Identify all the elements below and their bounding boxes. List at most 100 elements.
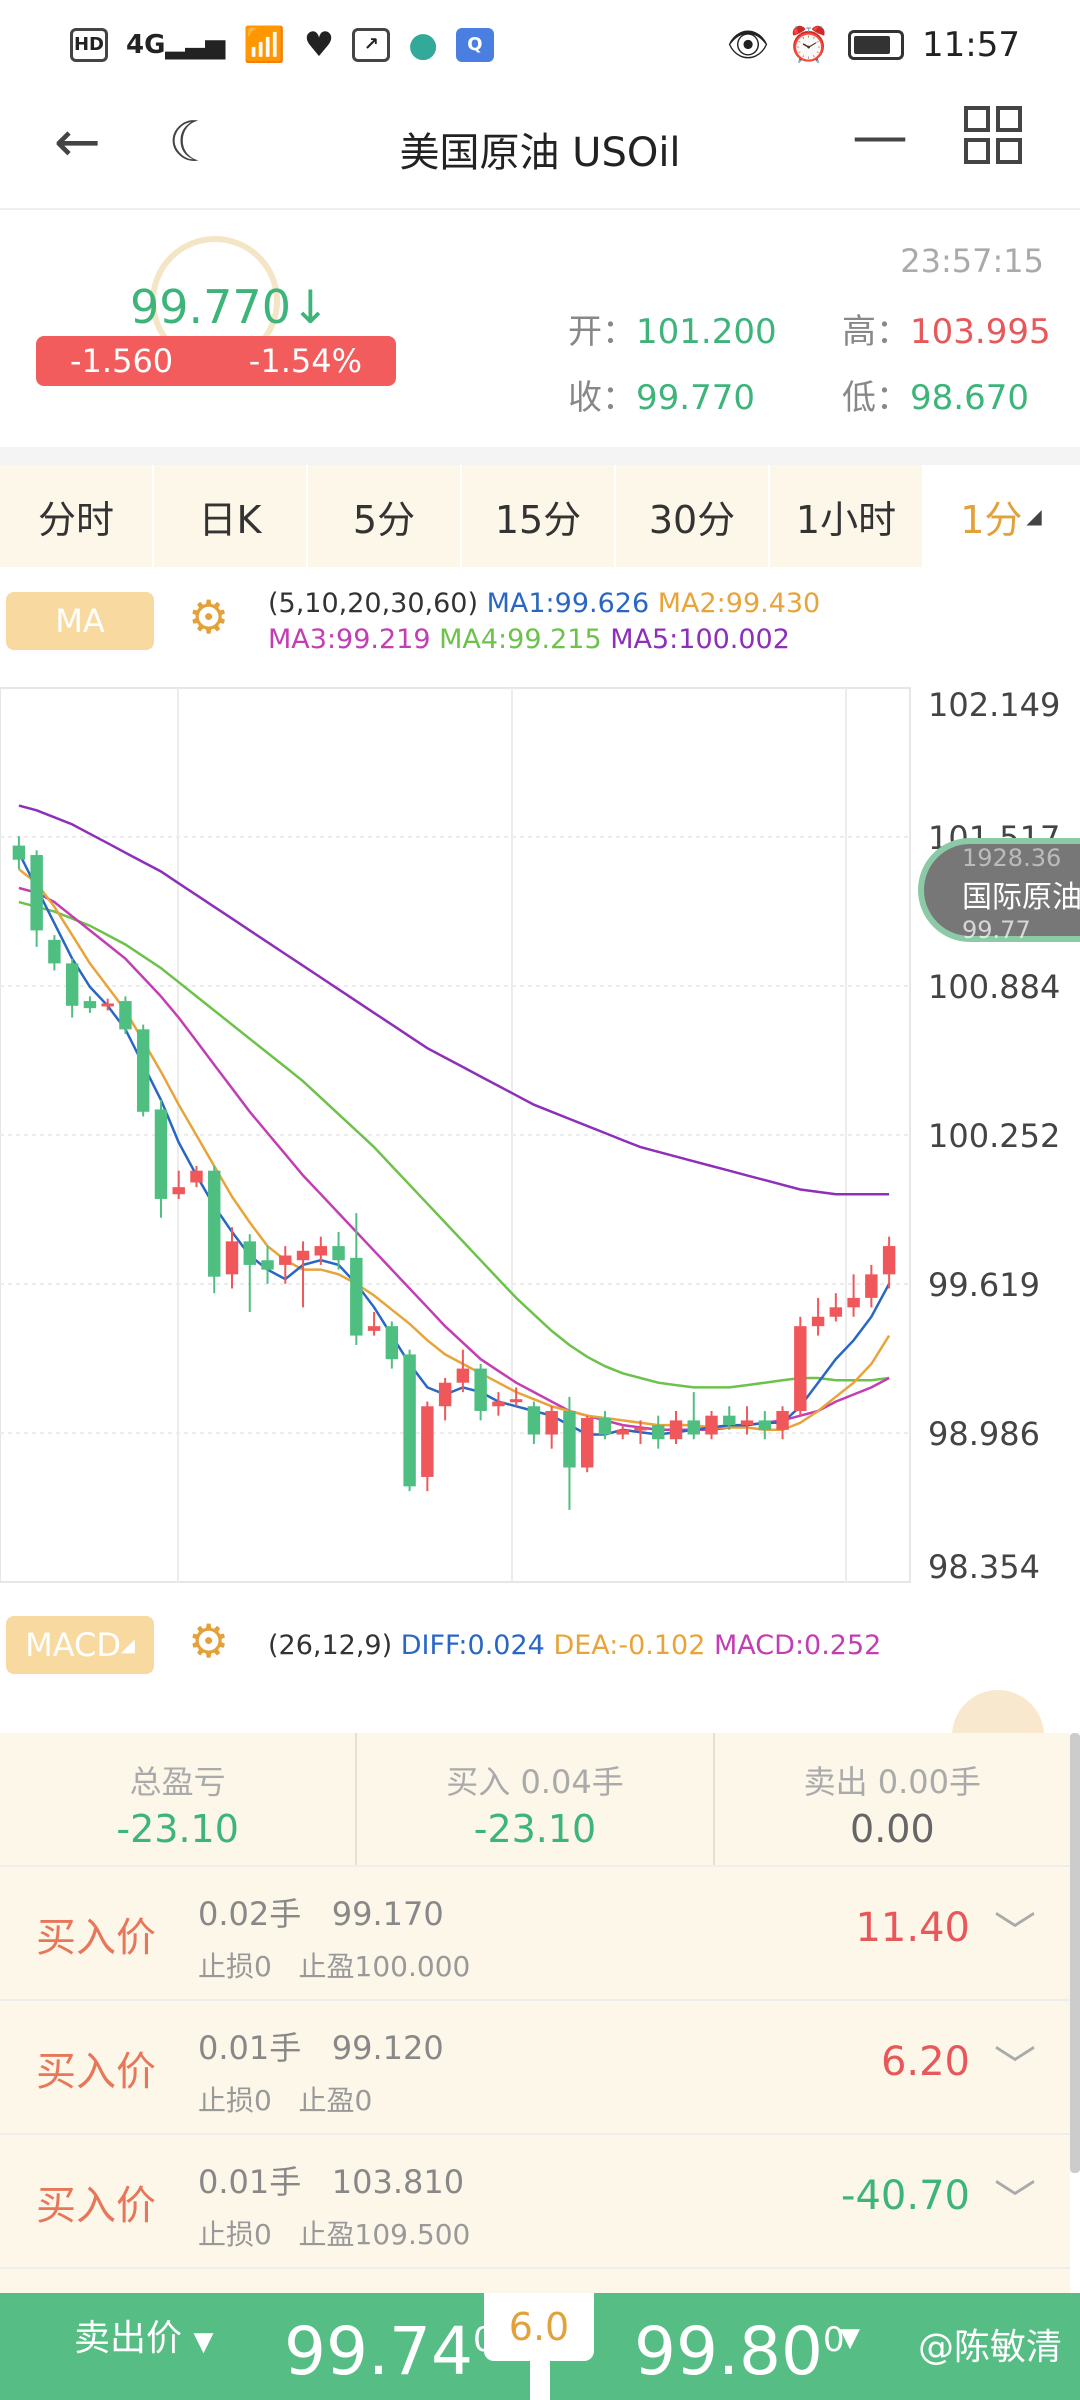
candle-body xyxy=(101,1003,114,1007)
buy-button[interactable]: 99.800 ▼ @陈敏清 xyxy=(550,2293,1080,2400)
high-row: 高：103.995 xyxy=(842,304,1051,353)
y-tick-label: 99.619 xyxy=(928,1266,1040,1304)
candle-body xyxy=(882,1246,896,1275)
low-value: 98.670 xyxy=(910,378,1029,418)
candle-body xyxy=(12,845,26,860)
divider-band xyxy=(0,447,1080,465)
back-arrow-icon[interactable]: ← xyxy=(54,110,101,175)
macd-macd: MACD:0.252 xyxy=(714,1630,882,1661)
position-price: 103.810 xyxy=(331,2163,465,2201)
tab-period-1m[interactable]: 1分 ◢ xyxy=(924,465,1080,567)
candle-body xyxy=(208,1170,221,1277)
y-tick-label: 98.354 xyxy=(928,1548,1040,1586)
y-tick-label: 98.986 xyxy=(928,1415,1040,1453)
candle-body xyxy=(296,1250,310,1261)
status-bar-right: 👁 ⏰ 11:57 xyxy=(727,25,1021,65)
night-mode-moon-icon[interactable]: ☾ xyxy=(168,110,219,175)
sell-dropdown-icon: ▼ xyxy=(193,2327,214,2357)
candle-body xyxy=(794,1326,807,1411)
quote-time: 23:57:15 xyxy=(900,242,1044,280)
candle-body xyxy=(563,1410,576,1468)
y-tick-label: 100.252 xyxy=(928,1117,1060,1155)
nav-bar: ← ☾ 美国原油 USOil — xyxy=(0,90,1080,210)
expand-chevron-icon[interactable]: ﹀ xyxy=(993,1908,1036,1957)
page-title: 美国原油 USOil xyxy=(399,130,681,176)
side-tag-price: 99.77 xyxy=(962,916,1031,944)
macd-dea: DEA:-0.102 xyxy=(553,1630,706,1661)
candle-body xyxy=(261,1260,274,1270)
tab-period-1h[interactable]: 1小时 xyxy=(770,465,924,567)
alarm-icon: ⏰ xyxy=(787,25,831,65)
tab-period-timeshare[interactable]: 分时 xyxy=(0,465,154,567)
grid-menu-icon[interactable] xyxy=(964,106,1022,178)
position-row[interactable]: 买入价 0.02手 99.170 止损0 止盈100.000 11.40 ﹀ xyxy=(0,1867,1070,2001)
buy-price-sup: 0 xyxy=(822,2320,845,2360)
candle-body xyxy=(811,1316,825,1327)
candlestick-chart[interactable]: 102.149101.517100.884100.25299.61998.986… xyxy=(0,670,1080,1600)
tab-period-daily[interactable]: 日K xyxy=(154,465,308,567)
candle-body xyxy=(865,1274,878,1298)
position-row[interactable]: 买入价 0.01手 103.810 止损0 止盈109.500 -40.70 ﹀ xyxy=(0,2135,1070,2269)
profit-summary: 总盈亏 -23.10 买入 0.04手 -23.10 卖出 0.00手 0.00 xyxy=(0,1733,1070,1867)
candle-body xyxy=(492,1401,505,1407)
position-row[interactable]: 买入价 0.01手 99.120 止损0 止盈0 6.20 ﹀ xyxy=(0,2001,1070,2135)
hd-icon: HD xyxy=(70,28,108,62)
ma-selector[interactable]: MA xyxy=(6,592,154,650)
open-row: 开：101.200 xyxy=(568,304,777,353)
tab-period-30m[interactable]: 30分 xyxy=(616,465,770,567)
position-lots-price: 0.01手 103.810 xyxy=(198,2157,464,2203)
ma1-value: MA1:99.626 xyxy=(486,588,650,619)
tab-period-5m[interactable]: 5分 xyxy=(308,465,462,567)
app-icon: ● xyxy=(408,25,438,65)
status-time: 11:57 xyxy=(922,25,1020,65)
candle-body xyxy=(829,1307,843,1317)
ma-settings-gear-icon[interactable]: ⚙ xyxy=(188,590,230,644)
low-label: 低： xyxy=(842,378,910,418)
position-sl-tp: 止损0 止盈0 xyxy=(198,2079,372,2119)
ma5-value: MA5:100.002 xyxy=(610,624,790,655)
candle-body xyxy=(190,1170,203,1183)
health-icon: ♥ xyxy=(303,25,335,65)
status-bar-left: HD 4G▂▃▅ 📶 ♥ ↗ ● Q xyxy=(70,25,494,65)
position-sl-tp: 止损0 止盈109.500 xyxy=(198,2213,470,2253)
position-price: 99.120 xyxy=(331,2029,444,2067)
y-tick-label: 100.884 xyxy=(928,968,1060,1006)
candle-body xyxy=(723,1415,736,1426)
candle-body xyxy=(847,1297,860,1308)
macd-settings-gear-icon[interactable]: ⚙ xyxy=(188,1614,230,1668)
instrument-switch-tag[interactable]: 1928.36 国际原油 99.77 xyxy=(918,838,1080,944)
candle-body xyxy=(225,1241,239,1275)
candle-body xyxy=(65,963,79,1006)
high-value: 103.995 xyxy=(910,312,1051,352)
change-value: -1.560 xyxy=(70,342,174,380)
macd-params: (26,12,9) xyxy=(268,1630,393,1661)
status-bar: HD 4G▂▃▅ 📶 ♥ ↗ ● Q 👁 ⏰ 11:57 xyxy=(0,0,1080,90)
candle-body xyxy=(314,1246,328,1256)
candle-body xyxy=(758,1420,772,1430)
position-lots: 0.01手 xyxy=(198,2029,302,2067)
buy-dropdown-icon: ▼ xyxy=(840,2323,860,2353)
chart-plot-area xyxy=(0,687,911,1583)
position-stop-loss: 止损0 xyxy=(198,2218,272,2251)
change-badge: -1.560 -1.54% xyxy=(36,336,396,386)
candle-body xyxy=(438,1382,452,1407)
total-pl-label: 总盈亏 xyxy=(129,1763,226,1801)
macd-dropdown-icon: ◢ xyxy=(121,1634,135,1656)
position-type: 买入价 xyxy=(36,2183,156,2229)
panel-scrollbar[interactable] xyxy=(1070,1733,1080,2173)
ma-line-ma2 xyxy=(18,868,891,1432)
sell-label: 卖出价 ▼ xyxy=(74,2309,213,2361)
minimize-icon[interactable]: — xyxy=(852,104,908,169)
total-pl-value: -23.10 xyxy=(116,1807,239,1851)
position-take-profit: 止盈109.500 xyxy=(298,2218,471,2251)
sell-button[interactable]: 卖出价 ▼ 99.740 xyxy=(0,2293,530,2400)
expand-chevron-icon[interactable]: ﹀ xyxy=(993,2042,1036,2091)
tab-period-15m[interactable]: 15分 xyxy=(462,465,616,567)
close-row: 收：99.770 xyxy=(568,370,755,419)
expand-chevron-icon[interactable]: ﹀ xyxy=(993,2176,1036,2225)
macd-selector[interactable]: MACD ◢ xyxy=(6,1616,154,1674)
position-lots: 0.01手 xyxy=(198,2163,302,2201)
position-type: 买入价 xyxy=(36,1915,156,1961)
candle-body xyxy=(48,939,61,964)
candle-body xyxy=(740,1420,754,1426)
